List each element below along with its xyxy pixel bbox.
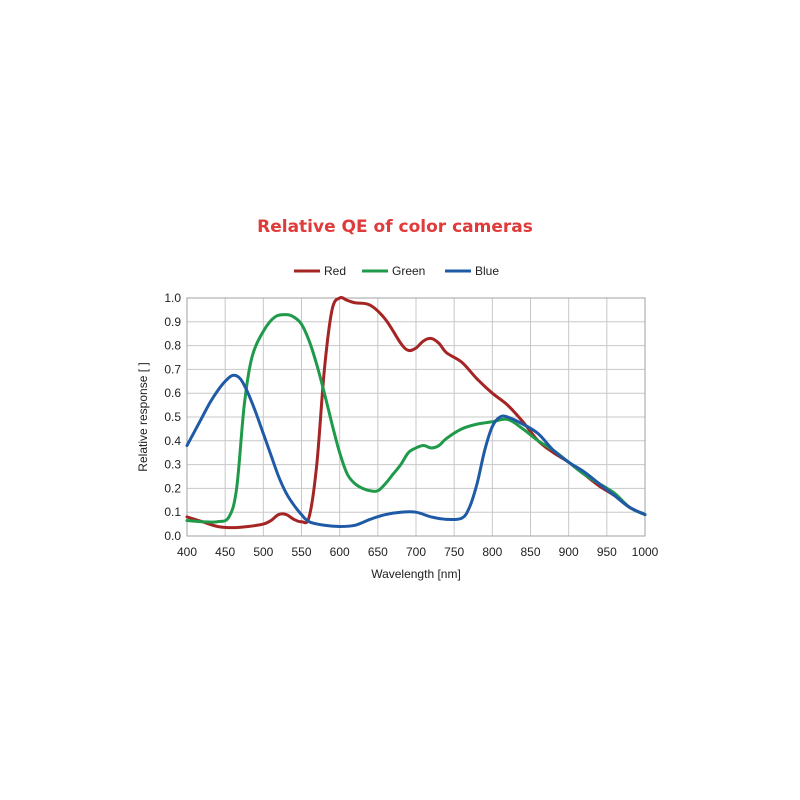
y-tick-label: 0.6 [164, 386, 181, 400]
x-tick-label: 600 [330, 545, 350, 559]
grid [186, 297, 646, 537]
chart-title: Relative QE of color cameras [257, 217, 533, 237]
x-axis-ticks: 400 450 500 550 600 650 700 750 800 850 900 950 1000 [177, 545, 659, 559]
x-tick-label: 500 [253, 545, 273, 559]
legend-label-red: Red [324, 264, 346, 278]
y-tick-label: 0.8 [164, 339, 181, 353]
x-tick-label: 950 [597, 545, 617, 559]
series-line-green [185, 313, 647, 524]
x-tick-label: 1000 [632, 545, 659, 559]
x-tick-label: 400 [177, 545, 197, 559]
y-tick-label: 0.1 [164, 505, 181, 519]
y-tick-label: 0.9 [164, 315, 181, 329]
x-tick-label: 550 [291, 545, 311, 559]
y-tick-label: 0.4 [164, 434, 181, 448]
x-tick-label: 800 [482, 545, 502, 559]
y-axis-ticks: 0.0 0.1 0.2 0.3 0.4 0.5 0.6 0.7 0.8 0.9 1.0 [164, 291, 181, 543]
legend-label-green: Green [392, 264, 425, 278]
legend: Red Green Blue [294, 264, 499, 278]
y-tick-label: 0.0 [164, 529, 181, 543]
y-tick-label: 0.3 [164, 458, 181, 472]
y-axis-label: Relative response [ ] [136, 362, 150, 471]
y-tick-label: 0.7 [164, 362, 181, 376]
series-line-blue [185, 373, 647, 528]
x-tick-label: 650 [368, 545, 388, 559]
x-tick-label: 750 [444, 545, 464, 559]
x-tick-label: 900 [559, 545, 579, 559]
x-tick-label: 850 [520, 545, 540, 559]
legend-label-blue: Blue [475, 264, 499, 278]
y-tick-label: 0.5 [164, 410, 181, 424]
x-tick-label: 700 [406, 545, 426, 559]
x-axis-label: Wavelength [nm] [371, 567, 461, 581]
x-tick-label: 450 [215, 545, 235, 559]
series-group [185, 296, 647, 530]
plot-area [186, 297, 646, 537]
y-tick-label: 1.0 [164, 291, 181, 305]
y-tick-label: 0.2 [164, 481, 181, 495]
